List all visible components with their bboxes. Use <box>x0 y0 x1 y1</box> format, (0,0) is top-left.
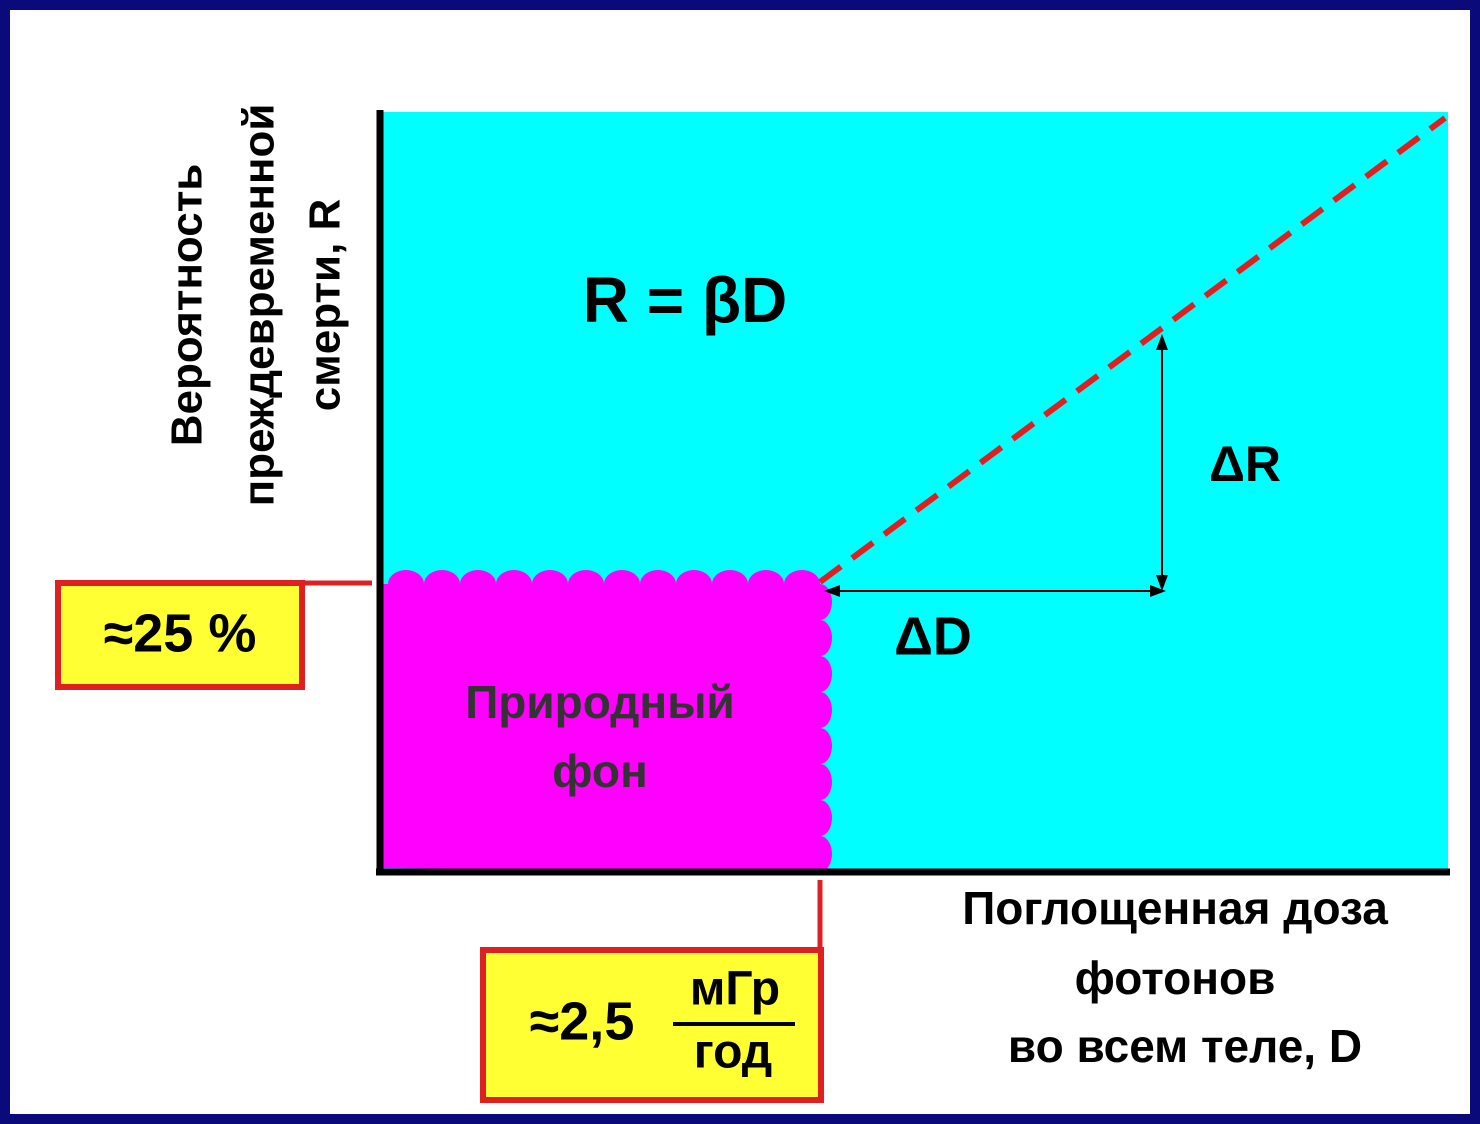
y-label-line: преждевременной <box>235 104 284 507</box>
risk-marker: ≈25 % <box>104 603 257 663</box>
dose-value: ≈2,5 <box>530 991 635 1051</box>
y-label-line: смерти, R <box>301 199 350 412</box>
region-label: Природный <box>465 676 735 728</box>
risk-box <box>55 580 305 690</box>
x-label-line: во всем теле, D <box>1008 1020 1362 1072</box>
dose-unit-denominator: год <box>694 1026 773 1079</box>
delta-d-label: ΔD <box>894 606 972 666</box>
linear-risk-line <box>818 115 1447 585</box>
y-axis-label: Вероятность преждевременной смерти, R <box>163 104 350 507</box>
dose-unit-numerator: мГр <box>690 963 780 1016</box>
y-label-line: Вероятность <box>163 164 212 447</box>
formula: R = βD <box>583 264 787 336</box>
background-region <box>383 570 832 872</box>
delta-r-label: ΔR <box>1209 436 1281 492</box>
x-label-line: фотонов <box>1075 952 1276 1004</box>
x-label-line: Поглощенная доза <box>962 882 1388 934</box>
region-label: фон <box>552 745 648 797</box>
